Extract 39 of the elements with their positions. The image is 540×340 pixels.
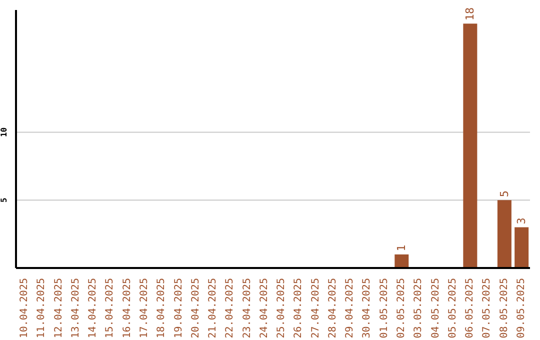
x-tick-label: 25.04.2025 [276,278,288,338]
data-label: 18 [464,7,477,21]
x-tick-label: 17.04.2025 [139,278,150,338]
x-tick-label: 22.04.2025 [224,278,236,338]
x-tick-label: 19.04.2025 [173,278,184,338]
x-tick-label: 15.04.2025 [104,278,116,338]
x-tick-label: 30.04.2025 [362,278,373,338]
x-tick-label: 02.05.2025 [396,278,407,338]
x-tick-label: 10.04.2025 [19,278,30,338]
x-tick-label: 21.04.2025 [208,278,219,338]
x-tick-label: 01.05.2025 [378,278,390,338]
x-tick-label: 09.05.2025 [516,278,527,338]
x-tick-label: 13.04.2025 [70,278,82,338]
x-tick-label: 26.04.2025 [293,278,304,338]
x-tick-label: 24.04.2025 [258,278,270,338]
x-tick-label: 29.04.2025 [344,278,356,338]
bar [394,254,409,268]
x-tick-label: 18.04.2025 [156,278,168,338]
x-tick-label: 28.04.2025 [327,278,338,338]
x-tick-label: 08.05.2025 [498,278,510,338]
x-tick-label: 14.04.2025 [88,278,99,338]
data-label: 5 [498,190,511,198]
y-tick-label: 10 [0,127,8,138]
x-tick-label: 03.05.2025 [413,278,424,338]
bar [497,200,512,268]
data-label: 3 [515,218,528,224]
x-tick-label: 27.04.2025 [310,278,322,338]
x-tick-label: 11.04.2025 [36,278,48,338]
bar [463,24,478,268]
x-tick-label: 05.05.2025 [447,278,458,338]
x-tick-label: 04.05.2025 [430,278,442,338]
data-label: 1 [395,244,408,252]
x-tick-label: 16.04.2025 [122,278,133,338]
x-tick-label: 20.04.2025 [190,278,202,338]
x-tick-label: 07.05.2025 [482,278,493,338]
x-tick-label: 23.04.2025 [242,278,253,338]
bar [514,227,529,268]
x-tick-label: 12.04.2025 [53,278,64,338]
x-tick-label: 06.05.2025 [464,278,476,338]
